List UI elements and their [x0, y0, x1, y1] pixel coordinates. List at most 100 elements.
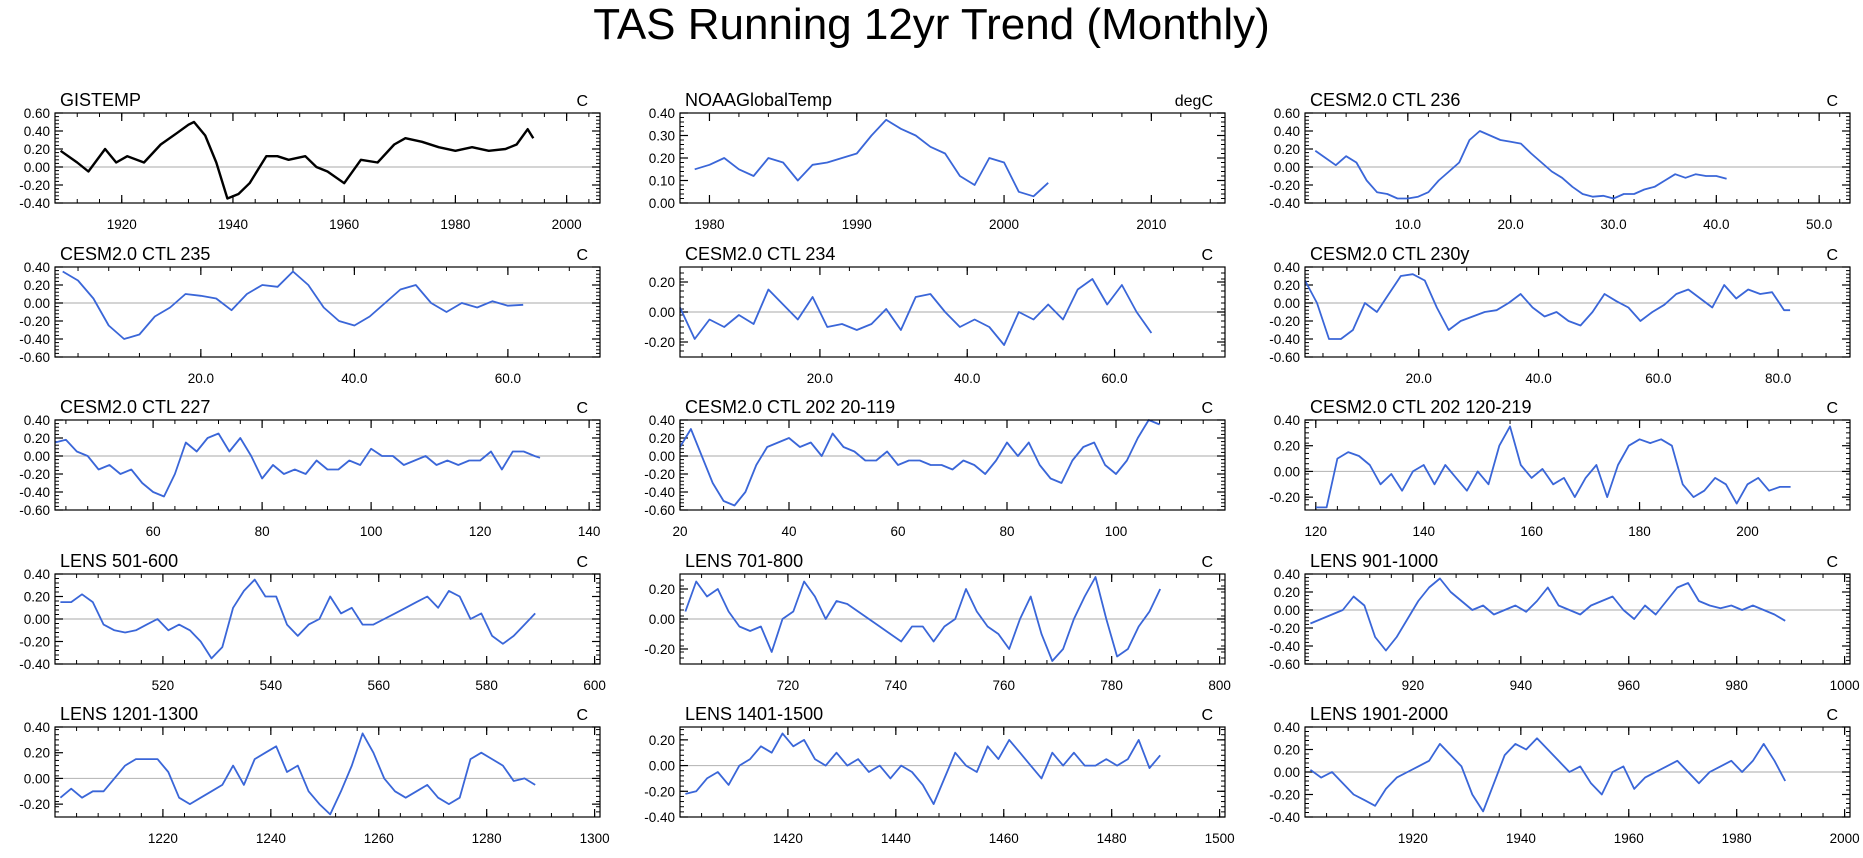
x-tick-label: 120: [469, 524, 492, 539]
y-tick-label: 0.00: [1274, 160, 1300, 175]
x-tick-label: 60: [146, 524, 161, 539]
series-line: [685, 732, 1161, 805]
x-tick-label: 1300: [580, 831, 610, 846]
chart-panel-15: LENS 1901-2000 C -0.40 -0.20 0.00 0.20 0.40 192…: [1269, 704, 1859, 846]
y-tick-label: -0.40: [19, 485, 50, 500]
y-tick-label: 0.20: [24, 431, 50, 446]
plot-frame: [679, 112, 1226, 204]
panel-title: CESM2.0 CTL 202 120-219: [1310, 397, 1531, 417]
y-tick-label: 0.20: [649, 582, 675, 597]
x-tick-label: 940: [1510, 678, 1533, 693]
plot-frame: [1304, 419, 1851, 511]
x-tick-label: 1960: [329, 217, 359, 232]
panel-title: LENS 501-600: [60, 551, 178, 571]
x-tick-label: 960: [1617, 678, 1640, 693]
plot-frame: [1304, 726, 1851, 818]
y-tick-label: 0.40: [1274, 413, 1300, 428]
x-tick-label: 40: [781, 524, 796, 539]
panel-units: C: [1826, 93, 1838, 110]
series-line: [684, 576, 1162, 662]
y-tick-label: -0.20: [19, 797, 50, 812]
y-tick-label: 0.40: [1274, 567, 1300, 582]
panel-title: LENS 701-800: [685, 551, 803, 571]
x-tick-label: 10.0: [1395, 217, 1421, 232]
y-tick-label: 0.20: [24, 278, 50, 293]
y-tick-label: -0.40: [1269, 332, 1300, 347]
y-tick-label: 0.20: [1274, 439, 1300, 454]
x-tick-label: 600: [583, 678, 606, 693]
x-tick-label: 1960: [1614, 831, 1644, 846]
chart-panel-5: CESM2.0 CTL 234 C -0.20 0.00 0.20 20.0 40.0 60.…: [644, 244, 1226, 386]
series-line: [59, 732, 536, 816]
x-tick-label: 1980: [694, 217, 724, 232]
y-tick-label: 0.40: [1274, 720, 1300, 735]
panel-title: CESM2.0 CTL 236: [1310, 90, 1460, 110]
x-tick-label: 560: [367, 678, 390, 693]
y-tick-label: 0.00: [1274, 296, 1300, 311]
plot-frame: [54, 266, 601, 358]
panel-units: C: [1826, 707, 1838, 724]
x-tick-label: 20.0: [807, 371, 833, 386]
y-tick-label: 0.40: [24, 567, 50, 582]
x-tick-label: 2000: [552, 217, 582, 232]
plot-frame: [1304, 112, 1851, 204]
y-tick-label: -0.60: [1269, 657, 1300, 672]
x-tick-label: 1980: [440, 217, 470, 232]
y-tick-label: 0.20: [1274, 585, 1300, 600]
plot-frame: [54, 573, 601, 665]
x-tick-label: 20.0: [1406, 371, 1432, 386]
y-tick-label: -0.40: [19, 196, 50, 211]
x-tick-label: 20: [672, 524, 687, 539]
chart-panel-1: GISTEMP C -0.40 -0.20 0.00 0.20 0.40 0.60 1920 19…: [19, 90, 601, 232]
x-tick-label: 1480: [1097, 831, 1127, 846]
y-tick-label: -0.20: [1269, 490, 1300, 505]
x-tick-label: 1420: [773, 831, 803, 846]
x-tick-label: 200: [1736, 524, 1759, 539]
panel-title: CESM2.0 CTL 235: [60, 244, 210, 264]
y-tick-label: 0.20: [1274, 278, 1300, 293]
y-tick-label: -0.60: [19, 503, 50, 518]
y-tick-label: -0.20: [1269, 314, 1300, 329]
panel-title: LENS 1901-2000: [1310, 704, 1448, 724]
y-tick-label: -0.40: [644, 810, 675, 825]
panel-units: C: [1201, 400, 1213, 417]
x-tick-label: 800: [1208, 678, 1231, 693]
panel-title: CESM2.0 CTL 234: [685, 244, 835, 264]
y-tick-label: -0.20: [19, 467, 50, 482]
chart-panel-7: CESM2.0 CTL 227 C -0.60 -0.40 -0.20 0.00 0.20 0…: [19, 397, 601, 539]
y-tick-label: 0.20: [1274, 743, 1300, 758]
chart-panel-3: CESM2.0 CTL 236 C -0.40 -0.20 0.00 0.20 0.40 0.…: [1269, 90, 1851, 232]
chart-panel-4: CESM2.0 CTL 235 C -0.60 -0.40 -0.20 0.00 0.20 0…: [19, 244, 601, 386]
panel-title: GISTEMP: [60, 90, 141, 110]
series-line: [679, 278, 1153, 346]
x-tick-label: 1260: [364, 831, 394, 846]
y-tick-label: 0.40: [1274, 260, 1300, 275]
panel-title: CESM2.0 CTL 227: [60, 397, 210, 417]
y-tick-label: 0.00: [24, 771, 50, 786]
x-tick-label: 1920: [1398, 831, 1428, 846]
x-tick-label: 120: [1305, 524, 1328, 539]
plot-frame: [1304, 266, 1851, 358]
x-tick-label: 1940: [218, 217, 248, 232]
x-tick-label: 580: [475, 678, 498, 693]
panel-title: LENS 901-1000: [1310, 551, 1438, 571]
x-tick-label: 20.0: [1498, 217, 1524, 232]
x-tick-label: 60.0: [1101, 371, 1127, 386]
x-tick-label: 720: [777, 678, 800, 693]
chart-panel-8: CESM2.0 CTL 202 20-119 C -0.60 -0.40 -0.20 0.…: [644, 397, 1226, 539]
x-tick-label: 760: [992, 678, 1015, 693]
x-tick-label: 30.0: [1600, 217, 1626, 232]
plot-frame: [679, 266, 1226, 358]
panel-units: C: [1201, 247, 1213, 264]
x-tick-label: 80.0: [1765, 371, 1791, 386]
y-tick-label: -0.20: [1269, 788, 1300, 803]
y-tick-label: -0.40: [1269, 196, 1300, 211]
y-tick-label: 0.30: [649, 129, 675, 144]
y-tick-label: -0.40: [19, 657, 50, 672]
series-line: [1314, 130, 1727, 200]
y-tick-label: 0.40: [24, 124, 50, 139]
x-tick-label: 1240: [256, 831, 286, 846]
x-tick-label: 1940: [1506, 831, 1536, 846]
series-line: [54, 432, 541, 498]
panel-units: C: [576, 400, 588, 417]
